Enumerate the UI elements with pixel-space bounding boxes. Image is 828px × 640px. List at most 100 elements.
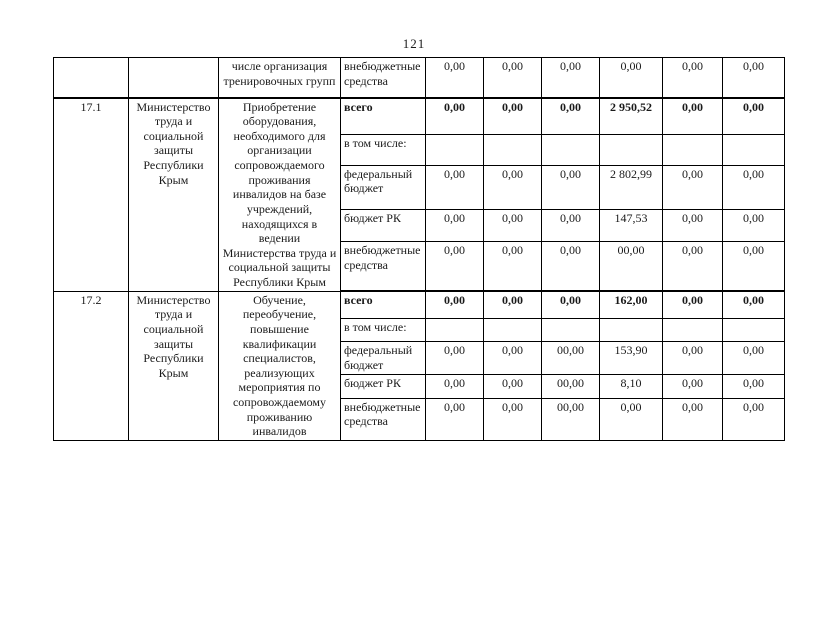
value-cell: 0,00 xyxy=(425,164,484,211)
executor-cell-empty xyxy=(128,57,219,99)
value-cell: 0,00 xyxy=(662,240,723,293)
value-cell xyxy=(425,134,484,166)
value-cell: 147,53 xyxy=(599,209,663,242)
value-cell: 0,00 xyxy=(425,340,484,376)
value-cell: 0,00 xyxy=(722,164,785,211)
value-cell: 0,00 xyxy=(483,164,542,211)
value-cell xyxy=(662,318,723,342)
value-cell: 0,00 xyxy=(662,374,723,399)
value-cell xyxy=(541,318,600,342)
budget-type-label: всего xyxy=(340,96,426,136)
table-row-section-17.2-1: в том числе: xyxy=(54,318,785,342)
value-cell: 0,00 xyxy=(662,164,723,211)
value-cell: 0,00 xyxy=(483,340,542,376)
value-cell xyxy=(662,134,723,166)
value-cell: 0,00 xyxy=(662,290,723,320)
value-cell: 2 802,99 xyxy=(599,164,663,211)
executor-cell: Министерство труда и социальной защиты Р… xyxy=(128,97,219,292)
table-row-section-17.1-3: бюджет РК 0,00 0,00 0,00 147,53 0,00 0,00 xyxy=(54,209,785,242)
page-number: 121 xyxy=(402,36,426,51)
value-cell: 0,00 xyxy=(662,57,723,99)
value-cell: 0,00 xyxy=(722,397,785,441)
activity-cell: числе организация тренировочных групп xyxy=(218,57,341,99)
budget-table: числе организация тренировочных групп вне… xyxy=(53,57,785,441)
value-cell: 0,00 xyxy=(662,340,723,376)
value-cell: 0,00 xyxy=(541,290,600,320)
value-cell: 00,00 xyxy=(541,340,600,376)
value-cell: 0,00 xyxy=(425,209,484,242)
value-cell: 8,10 xyxy=(599,374,663,399)
table-row-section-17.1-4: внебюджетные средства 0,00 0,00 0,00 00,00 0,… xyxy=(54,240,785,293)
value-cell: 0,00 xyxy=(599,397,663,441)
value-cell: 0,00 xyxy=(722,96,785,136)
value-cell: 0,00 xyxy=(722,340,785,376)
value-cell: 0,00 xyxy=(541,96,600,136)
index-cell-empty xyxy=(53,57,129,99)
table-row-section-17.2-0: 17.2 Министерство труда и социальной защи… xyxy=(53,290,785,441)
value-cell: 0,00 xyxy=(722,374,785,399)
budget-type-label: бюджет РК xyxy=(340,374,426,399)
value-cell: 0,00 xyxy=(722,240,785,293)
value-cell: 0,00 xyxy=(483,290,542,320)
value-cell xyxy=(425,318,484,342)
budget-type-label: федеральный бюджет xyxy=(340,164,426,211)
value-cell: 0,00 xyxy=(541,164,600,211)
value-cell: 162,00 xyxy=(599,290,663,320)
value-cell: 153,90 xyxy=(599,340,663,376)
value-cell: 0,00 xyxy=(662,96,723,136)
value-cell xyxy=(722,318,785,342)
table-row-section-17.2-2: федеральный бюджет 0,00 0,00 00,00 153,90 0,0… xyxy=(54,340,785,376)
table-row-section-17.2-3: бюджет РК 0,00 0,00 00,00 8,10 0,00 0,00 xyxy=(54,374,785,399)
value-cell: 0,00 xyxy=(425,374,484,399)
value-cell: 0,00 xyxy=(541,240,600,293)
value-cell: 00,00 xyxy=(541,397,600,441)
value-cell: 2 950,52 xyxy=(599,96,663,136)
budget-type-label: внебюджетные средства xyxy=(340,57,426,99)
table-row-section-17.1-1: в том числе: xyxy=(54,134,785,166)
budget-type-label: всего xyxy=(340,290,426,320)
budget-type-label: в том числе: xyxy=(340,134,426,166)
value-cell: 0,00 xyxy=(483,209,542,242)
value-cell: 0,00 xyxy=(425,96,484,136)
budget-type-label: бюджет РК xyxy=(340,209,426,242)
budget-type-label: федеральный бюджет xyxy=(340,340,426,376)
budget-table-body: числе организация тренировочных групп вне… xyxy=(53,57,785,441)
value-cell: 0,00 xyxy=(483,57,542,99)
value-cell xyxy=(483,134,542,166)
table-row-carryover: числе организация тренировочных групп вне… xyxy=(53,57,785,99)
value-cell xyxy=(722,134,785,166)
executor-cell: Министерство труда и социальной защиты Р… xyxy=(128,290,219,441)
value-cell: 0,00 xyxy=(483,240,542,293)
value-cell xyxy=(483,318,542,342)
value-cell xyxy=(599,134,663,166)
value-cell: 0,00 xyxy=(599,57,663,99)
table-row-section-17.1-2: федеральный бюджет 0,00 0,00 0,00 2 802,99 0,… xyxy=(54,164,785,211)
value-cell: 0,00 xyxy=(483,374,542,399)
value-cell: 00,00 xyxy=(541,374,600,399)
value-cell: 0,00 xyxy=(662,209,723,242)
table-row-section-17.2-4: внебюджетные средства 0,00 0,00 00,00 0,00 0,… xyxy=(54,397,785,441)
value-cell: 0,00 xyxy=(425,290,484,320)
value-cell: 0,00 xyxy=(722,209,785,242)
value-cell xyxy=(599,318,663,342)
table-row-section-17.1-0: 17.1 Министерство труда и социальной защи… xyxy=(53,96,785,292)
section-index: 17.2 xyxy=(53,290,129,441)
value-cell: 0,00 xyxy=(483,397,542,441)
value-cell: 0,00 xyxy=(722,57,785,99)
value-cell: 0,00 xyxy=(541,57,600,99)
value-cell: 00,00 xyxy=(599,240,663,293)
value-cell: 0,00 xyxy=(541,209,600,242)
value-cell: 0,00 xyxy=(425,240,484,293)
activity-cell: Обучение, переобучение, повышение квалиф… xyxy=(218,290,341,441)
budget-type-label: в том числе: xyxy=(340,318,426,342)
value-cell xyxy=(541,134,600,166)
budget-type-label: внебюджетные средства xyxy=(340,240,426,293)
value-cell: 0,00 xyxy=(722,290,785,320)
value-cell: 0,00 xyxy=(662,397,723,441)
budget-type-label: внебюджетные средства xyxy=(340,397,426,441)
section-index: 17.1 xyxy=(53,97,129,292)
value-cell: 0,00 xyxy=(425,397,484,441)
value-cell: 0,00 xyxy=(483,96,542,136)
activity-cell: Приобретение оборудования, необходимого … xyxy=(218,97,341,292)
value-cell: 0,00 xyxy=(425,57,484,99)
